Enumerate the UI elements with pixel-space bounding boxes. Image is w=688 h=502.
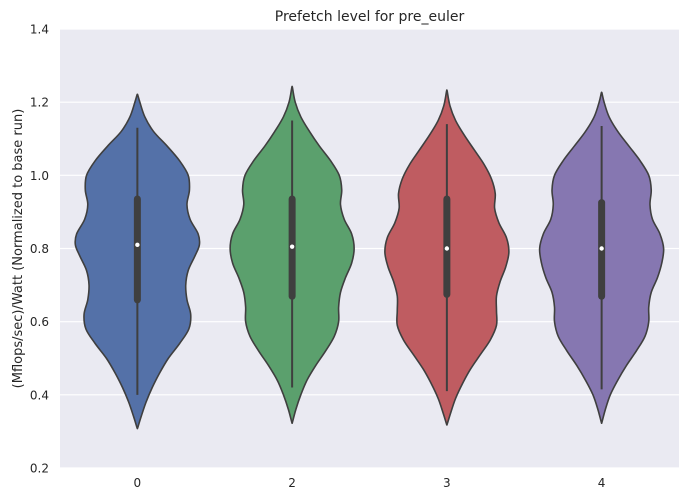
violin-3 xyxy=(384,89,510,426)
violin-2 xyxy=(229,85,355,425)
y-tick-label: 0.2 xyxy=(30,462,49,476)
iqr-box xyxy=(133,195,141,304)
x-tick-label: 2 xyxy=(288,476,296,490)
y-tick-label: 0.6 xyxy=(30,315,49,329)
x-tick-label: 3 xyxy=(443,476,451,490)
violins xyxy=(74,85,665,430)
median-point xyxy=(135,242,140,248)
x-tick-label: 4 xyxy=(598,476,606,490)
y-tick-label: 1.0 xyxy=(30,169,49,183)
y-tick-label: 0.8 xyxy=(30,242,49,256)
y-axis-label: (Mflops/sec)/Watt (Normalized to base ru… xyxy=(11,109,26,389)
y-tick-label: 1.2 xyxy=(30,96,49,110)
violin-4 xyxy=(538,91,665,425)
x-tick-label: 0 xyxy=(134,476,142,490)
violin-0 xyxy=(74,93,201,430)
x-tick-labels: 0 2 3 4 xyxy=(134,476,606,490)
chart-title: Prefetch level for pre_euler xyxy=(275,9,465,25)
median-point xyxy=(599,246,604,251)
median-point xyxy=(444,246,450,251)
median-point xyxy=(289,244,295,249)
y-tick-label: 0.4 xyxy=(30,388,49,402)
y-tick-labels: 0.2 0.4 0.6 0.8 1.0 1.2 1.4 xyxy=(30,23,49,476)
y-tick-label: 1.4 xyxy=(30,23,49,37)
